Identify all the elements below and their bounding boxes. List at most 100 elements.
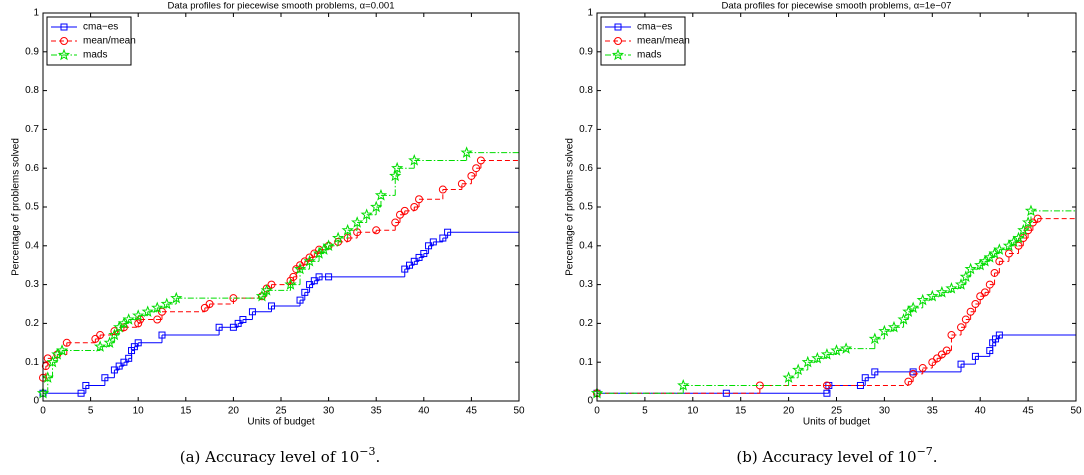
marker: [370, 200, 383, 213]
chart-title: Data profiles for piecewise smooth probl…: [722, 1, 952, 12]
marker: [792, 363, 805, 376]
marker: [971, 300, 980, 308]
marker: [611, 48, 625, 61]
marker: [389, 169, 402, 182]
marker: [957, 360, 965, 368]
axes-frame: [42, 12, 520, 402]
marker: [41, 371, 54, 383]
marker: [255, 289, 269, 302]
marker: [993, 243, 1006, 255]
marker: [91, 334, 100, 343]
marker: [372, 226, 381, 235]
x-tick-label: 40: [975, 406, 987, 417]
marker: [200, 303, 209, 312]
marker: [966, 307, 975, 316]
marker: [957, 323, 966, 332]
caption: (b) Accuracy level of 10−7.: [736, 445, 937, 466]
marker: [351, 216, 364, 228]
marker: [96, 331, 105, 340]
marker: [1002, 239, 1016, 252]
marker: [887, 320, 901, 333]
marker: [134, 339, 142, 347]
marker: [1017, 223, 1030, 236]
marker: [933, 354, 942, 363]
marker: [1012, 231, 1025, 244]
x-tick-label: 0: [594, 406, 600, 417]
x-tick-label: 20: [783, 406, 795, 417]
marker: [115, 362, 123, 370]
x-tick-label: 45: [1023, 406, 1035, 417]
y-tick-label: 0.4: [579, 240, 593, 251]
marker: [467, 171, 476, 180]
y-axis-label: Percentage of problems solved: [565, 138, 576, 276]
marker: [811, 351, 824, 364]
y-tick-label: 0.2: [579, 318, 593, 329]
marker: [410, 257, 418, 265]
marker: [408, 154, 421, 166]
y-tick-label: 0.5: [25, 202, 39, 213]
marker: [160, 297, 173, 310]
marker: [315, 273, 323, 281]
legend-label: mean/mean: [83, 36, 136, 47]
marker: [306, 281, 314, 289]
marker: [904, 377, 913, 386]
marker: [300, 257, 309, 266]
plot-area: [43, 13, 519, 401]
axes-frame: [596, 12, 1077, 402]
y-tick-label: 1: [587, 8, 593, 19]
caption-exponent: −3: [359, 445, 375, 458]
marker: [476, 156, 485, 165]
marker: [46, 355, 59, 368]
y-tick-label: 0.5: [579, 202, 593, 213]
marker: [976, 292, 985, 301]
marker: [396, 210, 404, 219]
marker: [986, 347, 994, 355]
marker: [301, 288, 309, 296]
marker: [406, 261, 414, 269]
marker: [101, 374, 109, 382]
marker: [55, 344, 69, 356]
marker: [677, 379, 690, 391]
marker: [267, 302, 275, 310]
marker: [1004, 249, 1013, 258]
marker: [801, 355, 814, 368]
marker: [322, 239, 335, 252]
x-tick-label: 20: [228, 406, 240, 417]
marker: [401, 265, 409, 273]
x-tick-label: 10: [133, 406, 145, 417]
marker: [472, 164, 481, 173]
marker: [1021, 216, 1035, 228]
marker: [415, 195, 424, 204]
y-tick-label: 1: [33, 8, 39, 19]
marker: [1007, 235, 1020, 248]
legend-label: cma−es: [83, 22, 118, 33]
marker: [108, 328, 121, 341]
x-tick-label: 35: [927, 406, 939, 417]
marker: [964, 262, 977, 275]
x-tick-label: 15: [180, 406, 192, 417]
marker: [460, 146, 473, 158]
marker: [614, 23, 622, 31]
y-tick-label: 0.2: [25, 318, 39, 329]
marker: [990, 268, 999, 277]
x-tick-label: 5: [642, 406, 648, 417]
marker: [926, 289, 939, 302]
legend-label: cma−es: [637, 22, 672, 33]
marker: [312, 247, 326, 259]
marker: [988, 247, 1001, 259]
marker: [317, 243, 330, 255]
x-tick-label: 35: [371, 406, 383, 417]
marker: [296, 296, 304, 304]
x-tick-label: 5: [88, 406, 94, 417]
marker: [122, 313, 135, 325]
marker: [614, 37, 622, 45]
marker: [234, 319, 242, 327]
marker: [125, 354, 133, 362]
marker: [983, 251, 996, 263]
legend-label: mads: [83, 50, 107, 61]
marker: [303, 254, 316, 267]
x-tick-label: 30: [323, 406, 335, 417]
marker: [110, 366, 118, 374]
marker: [1024, 204, 1038, 217]
marker: [861, 374, 869, 382]
